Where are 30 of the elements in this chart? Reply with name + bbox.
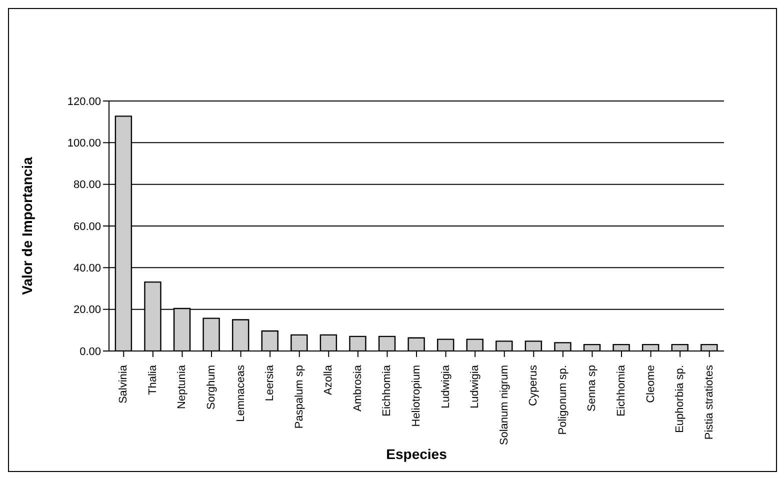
y-tick-label: 20.00 <box>73 304 101 316</box>
x-tick-label: Cyperus <box>528 364 540 406</box>
x-tick-label: Salvinia <box>118 364 130 404</box>
x-tick-label: Senna sp <box>586 365 598 412</box>
x-tick-label: Neptunia <box>176 364 188 410</box>
y-tick-label: 100.00 <box>67 138 101 150</box>
y-tick-label: 80.00 <box>73 179 101 192</box>
x-tick-label: Thalia <box>146 364 159 395</box>
x-tick-label: Azolla <box>322 364 335 395</box>
x-tick-label: Sorghum <box>206 365 218 410</box>
y-tick-label: 60.00 <box>73 220 101 233</box>
x-tick-label: Ludwigia <box>440 364 452 408</box>
x-tick-label: Ludwigia <box>469 364 482 408</box>
x-tick-label: Cleome <box>644 365 657 403</box>
y-tick-label: 120.00 <box>67 96 101 108</box>
x-tick-label: Heliotropium <box>410 365 422 427</box>
x-tick-label: Poligonum sp. <box>556 365 569 435</box>
x-tick-label: Eichhomia <box>381 364 394 416</box>
x-axis-title: Especies <box>386 446 448 462</box>
x-tick-label: Leersia <box>264 364 276 402</box>
x-tick-label: Eichhomia <box>616 364 628 416</box>
x-tick-label: Ambrosia <box>352 364 364 412</box>
x-tick-label: Lemnaceas <box>234 364 247 422</box>
y-tick-label: 40.00 <box>73 262 101 275</box>
y-tick-label: 0.00 <box>80 346 101 358</box>
x-tick-label: Solanum nigrum <box>498 365 510 446</box>
x-tick-label: Euphorbia sp. <box>674 365 686 433</box>
x-tick-label: Paspalum sp <box>293 365 306 429</box>
x-tick-label: Pistia stratiotes <box>703 364 716 440</box>
y-axis-title: Valor de Importancia <box>18 156 35 295</box>
